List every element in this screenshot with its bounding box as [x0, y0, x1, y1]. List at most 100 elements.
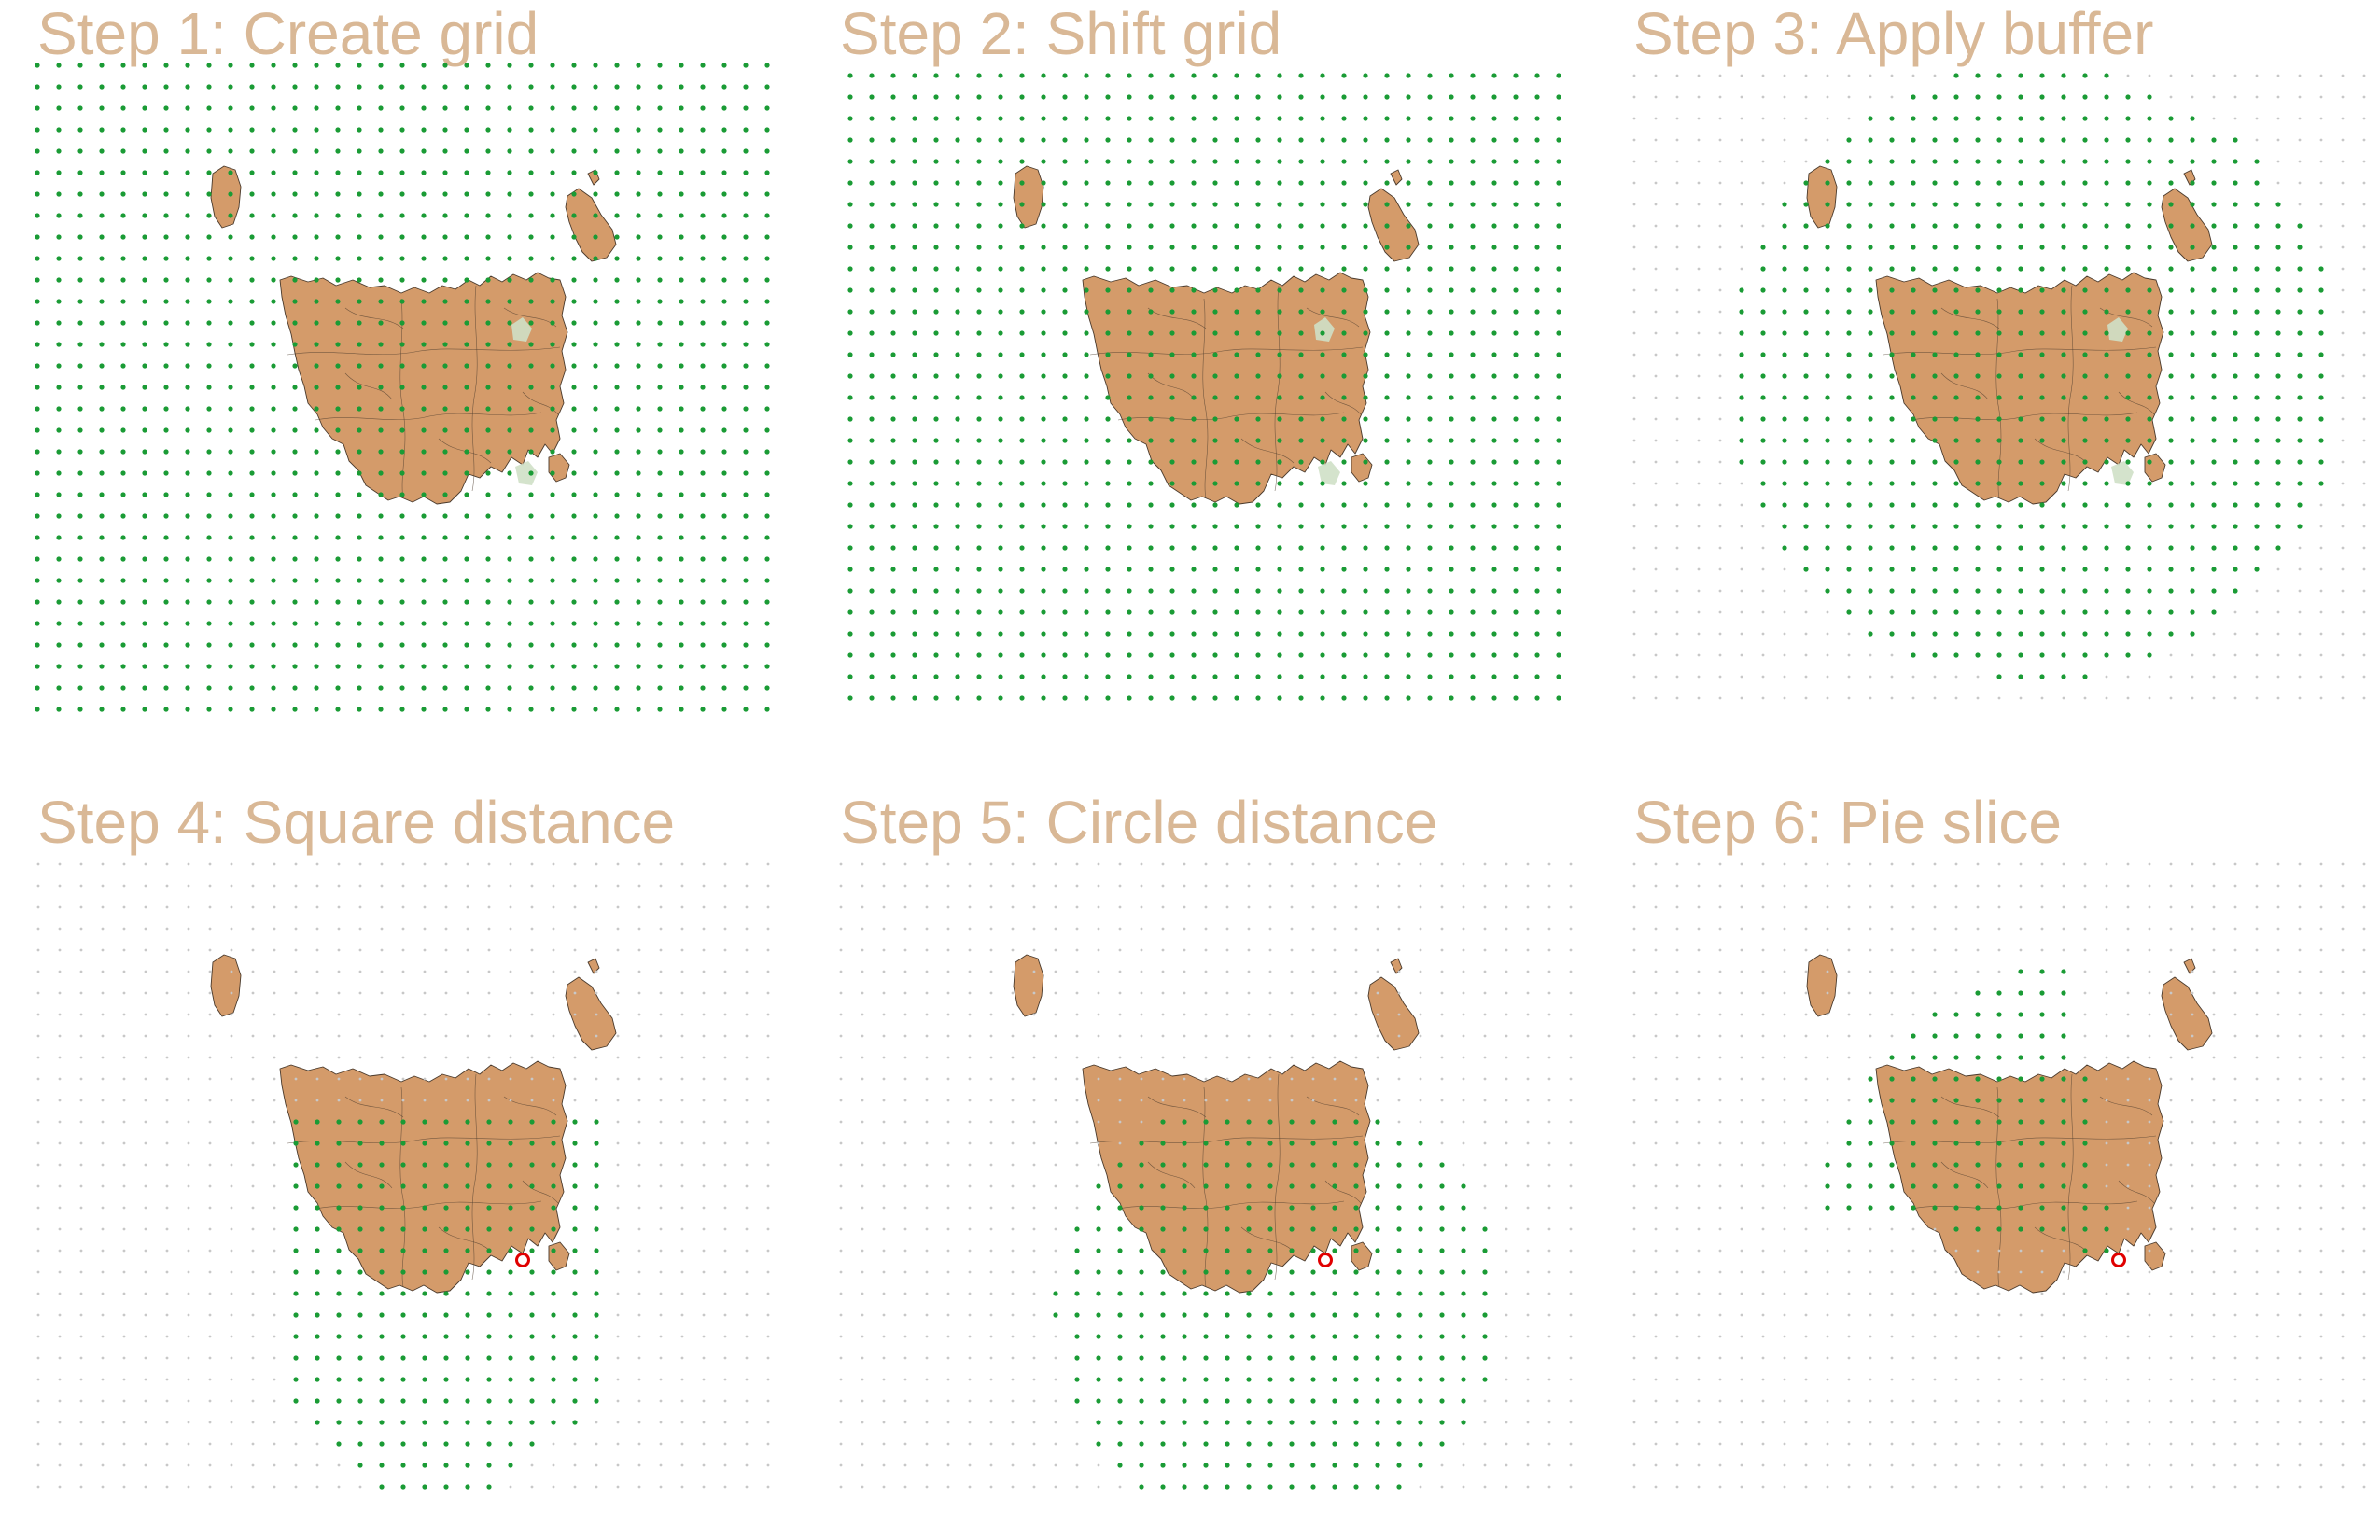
grid-point — [1332, 1269, 1337, 1275]
grid-point — [142, 277, 147, 283]
grid-point — [882, 1120, 886, 1124]
grid-point — [1826, 653, 1829, 657]
grid-point — [399, 385, 405, 390]
grid-point — [294, 1013, 298, 1016]
grid-point — [593, 599, 598, 605]
grid-point — [1041, 416, 1046, 422]
grid-point — [1449, 524, 1454, 529]
grid-point — [1556, 94, 1561, 100]
grid-point — [1289, 1248, 1295, 1253]
grid-point — [1697, 460, 1701, 464]
grid-point — [378, 664, 384, 669]
grid-point — [1169, 395, 1175, 400]
grid-point — [1632, 288, 1636, 292]
grid-point — [1054, 884, 1057, 888]
grid-point — [400, 1377, 406, 1382]
grid-point — [56, 170, 62, 175]
grid-point — [464, 427, 469, 433]
grid-point — [464, 363, 469, 369]
grid-point — [163, 578, 169, 583]
grid-point — [2276, 632, 2280, 636]
grid-point — [251, 1378, 255, 1381]
grid-point — [571, 685, 577, 691]
grid-point — [1846, 180, 1852, 186]
grid-point — [1011, 948, 1015, 952]
grid-point — [1439, 1162, 1445, 1168]
grid-point — [1462, 1141, 1465, 1145]
grid-point — [1320, 159, 1325, 164]
grid-point — [1470, 223, 1476, 229]
grid-point — [337, 948, 341, 952]
grid-point — [1054, 1206, 1057, 1210]
grid-point — [1697, 353, 1701, 357]
grid-point — [507, 599, 512, 605]
grid-point — [1740, 696, 1743, 700]
grid-point — [1140, 991, 1143, 995]
grid-point — [444, 862, 448, 866]
grid-point — [1803, 416, 1809, 422]
grid-point — [335, 299, 341, 304]
grid-point — [293, 1162, 299, 1168]
grid-point — [378, 277, 384, 283]
grid-point — [2297, 502, 2303, 508]
grid-point — [1760, 245, 1766, 250]
grid-point — [509, 991, 512, 995]
grid-point — [486, 1248, 492, 1253]
grid-point — [144, 1249, 147, 1253]
grid-point — [444, 1056, 448, 1059]
grid-point — [1975, 395, 1981, 400]
grid-point — [251, 991, 255, 995]
grid-point — [2319, 525, 2323, 528]
grid-point — [998, 159, 1003, 164]
grid-point — [1054, 1099, 1057, 1102]
grid-point — [1341, 395, 1347, 400]
grid-point — [358, 862, 362, 866]
grid-point — [1868, 481, 1873, 486]
grid-point — [882, 970, 886, 973]
grid-point — [946, 1206, 950, 1210]
grid-point — [745, 884, 749, 888]
grid-point — [56, 342, 62, 347]
grid-point — [1470, 524, 1476, 529]
grid-point — [1333, 1034, 1337, 1038]
grid-point — [1825, 202, 1830, 207]
grid-point — [1449, 330, 1454, 336]
grid-point — [1333, 927, 1337, 931]
grid-point — [336, 1162, 342, 1168]
grid-point — [2147, 588, 2152, 594]
grid-point — [1354, 862, 1358, 866]
grid-point — [315, 1013, 319, 1016]
grid-point — [2168, 287, 2174, 293]
grid-point — [998, 609, 1003, 615]
grid-point — [1084, 202, 1089, 207]
grid-point — [2125, 309, 2131, 315]
grid-point — [723, 1442, 727, 1446]
grid-point — [1782, 395, 1787, 400]
grid-point — [421, 105, 427, 111]
grid-point — [379, 1312, 385, 1318]
grid-point — [1470, 631, 1476, 637]
grid-point — [1760, 459, 1766, 465]
grid-point — [185, 320, 190, 326]
grid-point — [1491, 695, 1497, 701]
grid-point — [680, 1313, 684, 1317]
grid-point — [380, 1099, 384, 1102]
grid-point — [1247, 1099, 1251, 1102]
grid-point — [380, 862, 384, 866]
grid-point — [357, 1119, 363, 1125]
grid-point — [230, 1120, 233, 1124]
grid-point — [571, 492, 577, 497]
grid-point — [1783, 74, 1786, 77]
grid-point — [185, 256, 190, 261]
grid-point — [1105, 545, 1111, 551]
grid-point — [1470, 567, 1476, 572]
grid-point — [955, 652, 960, 658]
grid-point — [745, 1335, 749, 1338]
grid-point — [228, 63, 233, 68]
grid-point — [1332, 1183, 1337, 1189]
grid-point — [230, 1184, 233, 1188]
grid-point — [444, 884, 448, 888]
grid-point — [933, 674, 939, 679]
grid-point — [271, 535, 276, 540]
grid-point — [485, 84, 491, 90]
